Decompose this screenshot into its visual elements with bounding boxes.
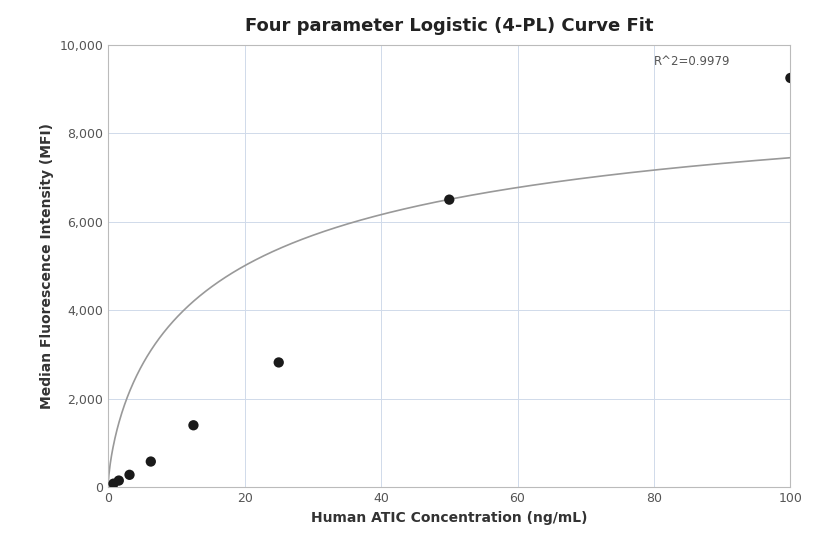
Point: [443, 195, 456, 204]
Point: [123, 470, 136, 479]
Point: [186, 421, 201, 430]
Point: [112, 476, 126, 485]
X-axis label: Human ATIC Concentration (ng/mL): Human ATIC Concentration (ng/mL): [311, 511, 587, 525]
Point: [784, 73, 797, 82]
Point: [272, 358, 285, 367]
Point: [144, 457, 157, 466]
Point: [106, 479, 120, 488]
Title: Four parameter Logistic (4-PL) Curve Fit: Four parameter Logistic (4-PL) Curve Fit: [245, 17, 653, 35]
Text: R^2=0.9979: R^2=0.9979: [654, 54, 730, 68]
Y-axis label: Median Fluorescence Intensity (MFI): Median Fluorescence Intensity (MFI): [40, 123, 54, 409]
